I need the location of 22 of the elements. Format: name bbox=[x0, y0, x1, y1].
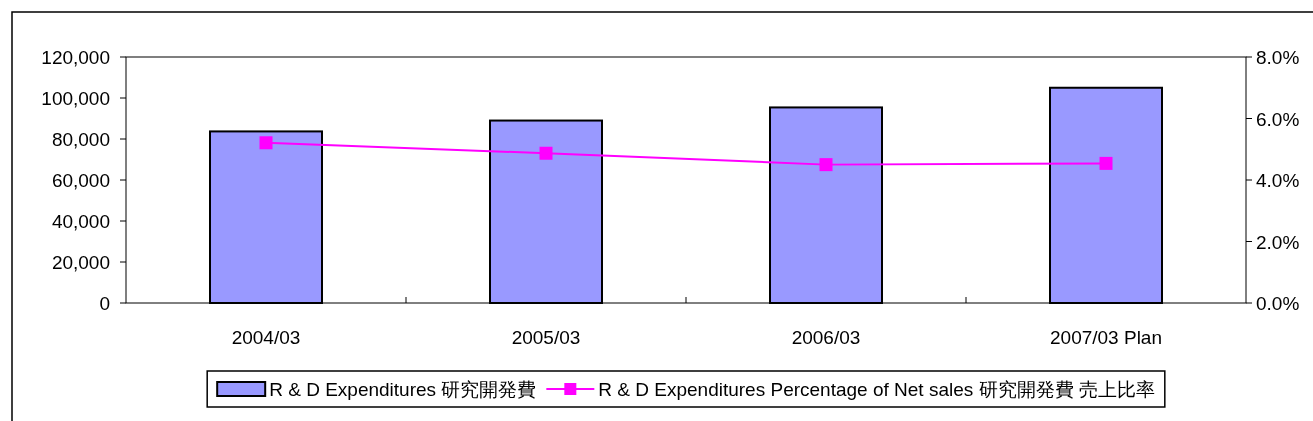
x-tick-label: 2004/03 bbox=[231, 327, 301, 348]
y2-tick-label: 0.0% bbox=[1256, 293, 1300, 314]
legend-label: R & D Expenditures 研究開発費 bbox=[269, 379, 537, 400]
y-tick-label: 100,000 bbox=[41, 88, 110, 109]
y2-tick-label: 6.0% bbox=[1256, 108, 1300, 130]
y-tick-label: 0 bbox=[99, 293, 110, 314]
point bbox=[539, 146, 553, 160]
point bbox=[819, 158, 833, 172]
y-tick-label: 120,000 bbox=[41, 47, 110, 68]
y2-tick-label: 8.0% bbox=[1256, 47, 1300, 68]
y-tick-label: 20,000 bbox=[51, 252, 110, 273]
x-tick-label: 2007/03 Plan bbox=[1050, 327, 1162, 348]
x-tick-label: 2006/03 bbox=[791, 327, 861, 348]
y2-tick-label: 4.0% bbox=[1256, 170, 1300, 191]
legend-label: R & D Expenditures Percentage of Net sales 研究開発費 売上比率 bbox=[598, 379, 1155, 400]
x-tick-label: 2005/03 bbox=[511, 327, 581, 348]
point bbox=[1099, 156, 1113, 170]
point bbox=[259, 136, 273, 150]
y2-tick-label: 2.0% bbox=[1256, 231, 1300, 253]
y-tick-label: 80,000 bbox=[51, 129, 110, 150]
y-tick-label: 40,000 bbox=[51, 211, 110, 232]
y-tick-label: 60,000 bbox=[51, 170, 110, 191]
